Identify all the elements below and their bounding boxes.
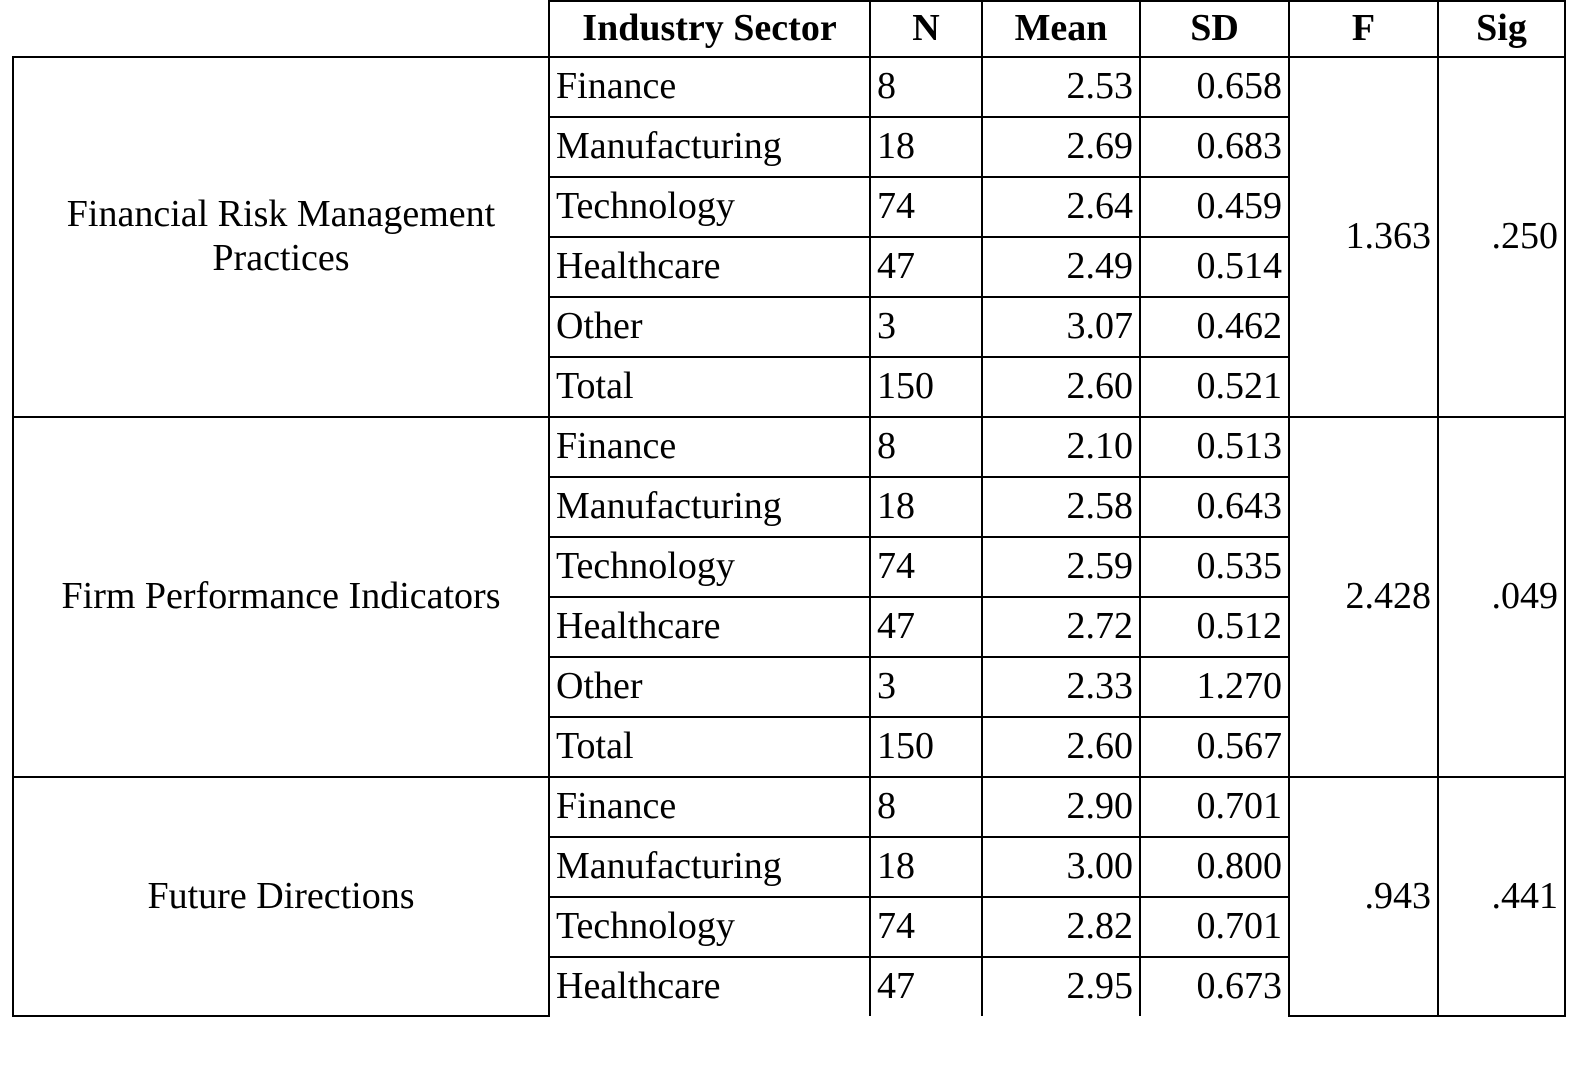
n-cell: 8 xyxy=(869,416,983,478)
sector-cell: Other xyxy=(548,296,871,358)
sd-cell: 0.535 xyxy=(1139,536,1290,598)
table-body: Financial Risk Management Practices Finan… xyxy=(12,56,1566,1017)
sd-cell: 0.514 xyxy=(1139,236,1290,298)
sd-cell: 0.521 xyxy=(1139,356,1290,418)
mean-cell: 2.58 xyxy=(981,476,1141,538)
n-cell: 47 xyxy=(869,236,983,298)
sector-cell: Healthcare xyxy=(548,596,871,658)
sd-cell: 0.459 xyxy=(1139,176,1290,238)
table-row: Future Directions Finance 8 2.90 0.701.943.4… xyxy=(12,776,1566,1017)
sig-value: .441 xyxy=(1437,776,1566,1017)
sector-cell: Healthcare xyxy=(548,956,871,1016)
mean-cell: 2.49 xyxy=(981,236,1141,298)
n-cell: 74 xyxy=(869,536,983,598)
table-row: Other 3 3.07 0.462 xyxy=(13,296,1565,358)
sd-cell: 0.683 xyxy=(1139,116,1290,178)
n-cell: 3 xyxy=(869,656,983,718)
table-row: Total 150 2.60 0.521 xyxy=(13,356,1565,418)
f-value: 2.428 xyxy=(1288,416,1439,778)
table-row: Total 150 2.60 0.567 xyxy=(13,716,1565,778)
table-row: Healthcare 47 2.72 0.512 xyxy=(13,596,1565,658)
sector-cell: Technology xyxy=(548,176,871,238)
mean-cell: 2.72 xyxy=(981,596,1141,658)
n-cell: 150 xyxy=(869,356,983,418)
header-n: N xyxy=(869,0,983,58)
sector-cell: Total xyxy=(548,716,871,778)
mean-cell: 2.59 xyxy=(981,536,1141,598)
variable-name: Firm Performance Indicators xyxy=(12,416,550,778)
sd-cell: 0.701 xyxy=(1139,896,1290,958)
sd-cell: 0.462 xyxy=(1139,296,1290,358)
sector-cell: Finance xyxy=(548,56,871,118)
mean-cell: 2.60 xyxy=(981,716,1141,778)
n-cell: 47 xyxy=(869,956,983,1016)
sector-cell: Finance xyxy=(548,776,871,838)
sector-cell: Other xyxy=(548,656,871,718)
sd-cell: 0.701 xyxy=(1139,776,1290,838)
table-row: Manufacturing 18 3.00 0.800 xyxy=(13,836,1565,898)
table-row: Firm Performance Indicators Finance 8 2.10 0… xyxy=(12,416,1566,778)
sd-cell: 0.673 xyxy=(1139,956,1290,1016)
header-f: F xyxy=(1288,0,1439,58)
sector-cell: Healthcare xyxy=(548,236,871,298)
n-cell: 18 xyxy=(869,116,983,178)
sector-cell: Finance xyxy=(548,416,871,478)
variable-name: Financial Risk Management Practices xyxy=(12,56,550,418)
mean-cell: 2.90 xyxy=(981,776,1141,838)
f-value: 1.363 xyxy=(1288,56,1439,418)
table-row: Healthcare 47 2.49 0.514 xyxy=(13,236,1565,298)
mean-cell: 2.64 xyxy=(981,176,1141,238)
sd-cell: 0.643 xyxy=(1139,476,1290,538)
n-cell: 150 xyxy=(869,716,983,778)
n-cell: 8 xyxy=(869,56,983,118)
table-row: Technology 74 2.59 0.535 xyxy=(13,536,1565,598)
n-cell: 74 xyxy=(869,896,983,958)
sector-cell: Technology xyxy=(548,896,871,958)
mean-cell: 2.82 xyxy=(981,896,1141,958)
table-row: Financial Risk Management Practices Finan… xyxy=(12,56,1566,418)
mean-cell: 2.33 xyxy=(981,656,1141,718)
mean-cell: 2.69 xyxy=(981,116,1141,178)
table-row: Manufacturing 18 2.69 0.683 xyxy=(13,116,1565,178)
sector-cell: Manufacturing xyxy=(548,836,871,898)
mean-cell: 3.00 xyxy=(981,836,1141,898)
header-sig: Sig xyxy=(1437,0,1566,58)
mean-cell: 2.53 xyxy=(981,56,1141,118)
n-cell: 74 xyxy=(869,176,983,238)
n-cell: 8 xyxy=(869,776,983,838)
sector-cell: Technology xyxy=(548,536,871,598)
sd-cell: 1.270 xyxy=(1139,656,1290,718)
sd-cell: 0.800 xyxy=(1139,836,1290,898)
header-row: Industry Sector N Mean SD F Sig xyxy=(13,0,1566,58)
sd-cell: 0.512 xyxy=(1139,596,1290,658)
header-sd: SD xyxy=(1139,0,1290,58)
anova-table: Industry Sector N Mean SD F Sig Financia… xyxy=(12,0,1566,1017)
sector-cell: Total xyxy=(548,356,871,418)
sector-cell: Manufacturing xyxy=(548,116,871,178)
n-cell: 47 xyxy=(869,596,983,658)
mean-cell: 2.60 xyxy=(981,356,1141,418)
header-mean: Mean xyxy=(981,0,1141,58)
mean-cell: 2.95 xyxy=(981,956,1141,1016)
header-sector: Industry Sector xyxy=(548,0,871,58)
mean-cell: 3.07 xyxy=(981,296,1141,358)
sd-cell: 0.567 xyxy=(1139,716,1290,778)
header-variable xyxy=(13,1,550,58)
table-row: Other 3 2.33 1.270 xyxy=(13,656,1565,718)
sig-value: .250 xyxy=(1437,56,1566,418)
variable-name: Future Directions xyxy=(12,776,550,1017)
f-value: .943 xyxy=(1288,776,1439,1017)
table-row: Manufacturing 18 2.58 0.643 xyxy=(13,476,1565,538)
n-cell: 18 xyxy=(869,836,983,898)
sig-value: .049 xyxy=(1437,416,1566,778)
sd-cell: 0.513 xyxy=(1139,416,1290,478)
sector-cell: Manufacturing xyxy=(548,476,871,538)
n-cell: 3 xyxy=(869,296,983,358)
mean-cell: 2.10 xyxy=(981,416,1141,478)
table-row: Technology 74 2.64 0.459 xyxy=(13,176,1565,238)
table-row: Technology 74 2.82 0.701 xyxy=(13,896,1565,958)
n-cell: 18 xyxy=(869,476,983,538)
sd-cell: 0.658 xyxy=(1139,56,1290,118)
table-row: Healthcare 47 2.95 0.673 xyxy=(13,956,1565,1016)
